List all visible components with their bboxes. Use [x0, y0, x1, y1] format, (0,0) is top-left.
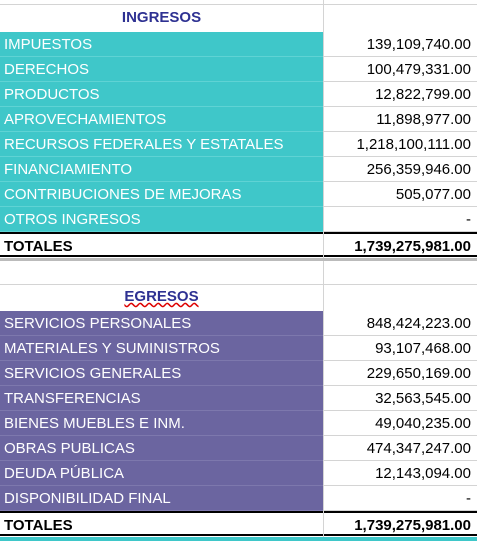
row-value: 848,424,223.00 [324, 311, 477, 336]
row-label: OBRAS PUBLICAS [0, 436, 323, 461]
row-value: 505,077.00 [324, 182, 477, 207]
row-label: SERVICIOS PERSONALES [0, 311, 323, 336]
row-label: OTROS INGRESOS [0, 207, 323, 232]
row-value: 256,359,946.00 [324, 157, 477, 182]
row-value: 93,107,468.00 [324, 336, 477, 361]
row-border [0, 284, 477, 285]
row-label: CONTRIBUCIONES DE MEJORAS [0, 182, 323, 207]
row-label: MATERIALES Y SUMINISTROS [0, 336, 323, 361]
row-value: 474,347,247.00 [324, 436, 477, 461]
row-label: DEUDA PÚBLICA [0, 461, 323, 486]
row-label: IMPUESTOS [0, 32, 323, 57]
row-label: RECURSOS FEDERALES Y ESTATALES [0, 132, 323, 157]
row-value: 12,143,094.00 [324, 461, 477, 486]
row-value: 229,650,169.00 [324, 361, 477, 386]
row-value: 11,898,977.00 [324, 107, 477, 132]
row-value: 139,109,740.00 [324, 32, 477, 57]
row-value: 12,822,799.00 [324, 82, 477, 107]
row-value: 49,040,235.00 [324, 411, 477, 436]
row-label: BIENES MUEBLES E INM. [0, 411, 323, 436]
section-title: EGRESOS [124, 288, 199, 305]
row-value: - [324, 486, 477, 511]
total-label: TOTALES [0, 511, 323, 536]
total-value: 1,739,275,981.00 [324, 511, 477, 536]
column-border [323, 0, 324, 541]
row-value: 32,563,545.00 [324, 386, 477, 411]
total-value: 1,739,275,981.00 [324, 232, 477, 257]
row-value: - [324, 207, 477, 232]
row-label: PRODUCTOS [0, 82, 323, 107]
row-border [0, 258, 477, 261]
row-value: 1,218,100,111.00 [324, 132, 477, 157]
row-label: FINANCIAMIENTO [0, 157, 323, 182]
total-label: TOTALES [0, 232, 323, 257]
row-label: DISPONIBILIDAD FINAL [0, 486, 323, 511]
row-label: SERVICIOS GENERALES [0, 361, 323, 386]
row-border [0, 537, 477, 541]
row-border [0, 4, 477, 5]
row-value: 100,479,331.00 [324, 57, 477, 82]
section-title: INGRESOS [121, 9, 202, 26]
row-label: DERECHOS [0, 57, 323, 82]
row-label: APROVECHAMIENTOS [0, 107, 323, 132]
row-label: TRANSFERENCIAS [0, 386, 323, 411]
